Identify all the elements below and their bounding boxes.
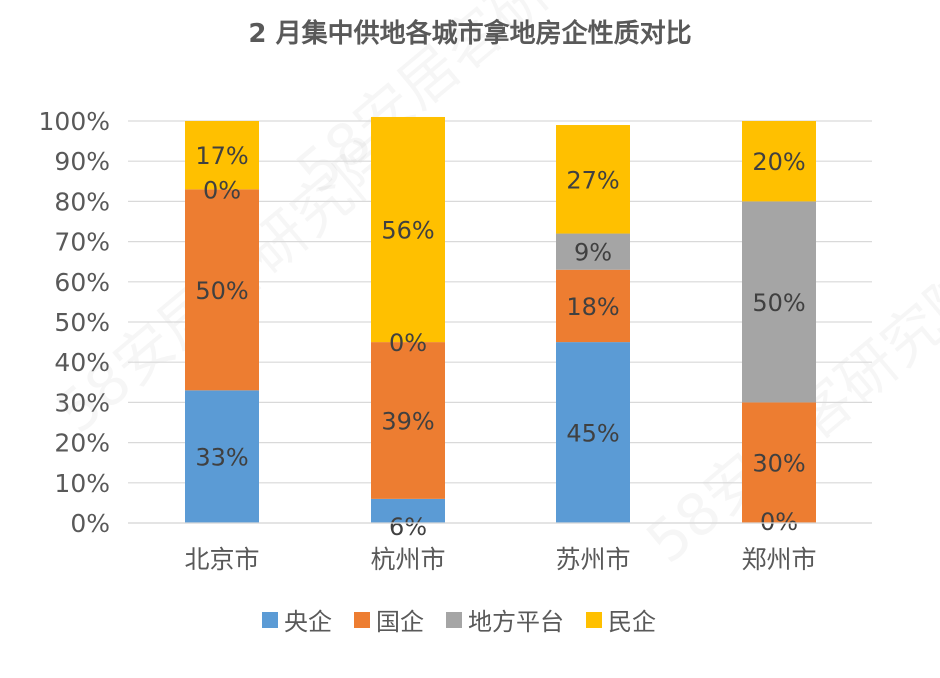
data-label: 6% <box>389 513 427 541</box>
y-tick-label: 60% <box>54 268 110 297</box>
legend-label: 民企 <box>608 608 656 636</box>
legend-swatch-1 <box>354 612 370 628</box>
data-label: 17% <box>195 142 248 170</box>
data-label: 30% <box>752 450 805 478</box>
data-label-extra-0: 0% <box>760 508 798 536</box>
bar-1-2 <box>556 269 630 343</box>
bar-2-3 <box>742 201 816 403</box>
data-labels: 33% 50% 0% 17% 6% 39% 0% 56% 45% 18% 9% 27% 30% 50% 20… <box>195 142 805 541</box>
data-label: 45% <box>566 420 619 448</box>
legend: 央企 国企 地方平台 民企 <box>262 608 656 636</box>
y-tick-label: 10% <box>54 469 110 498</box>
bar-3-3 <box>742 121 816 202</box>
bar-1-3 <box>742 402 816 523</box>
y-tick-label: 40% <box>54 348 110 377</box>
data-label: 33% <box>195 444 248 472</box>
legend-label: 国企 <box>376 608 424 636</box>
bars <box>185 116 816 523</box>
y-tick-label: 70% <box>54 228 110 257</box>
x-tick-label: 苏州市 <box>555 545 630 574</box>
y-tick-label: 0% <box>70 509 110 538</box>
bar-0-0 <box>185 390 259 523</box>
data-label: 0% <box>203 176 241 204</box>
x-tick-label: 北京市 <box>184 545 259 574</box>
y-tick-label: 100% <box>39 107 110 136</box>
data-label: 9% <box>574 239 612 267</box>
data-label: 56% <box>381 217 434 245</box>
legend-swatch-2 <box>446 612 462 628</box>
y-tick-label: 80% <box>54 187 110 216</box>
chart-title: 2 月集中供地各城市拿地房企性质对比 <box>248 18 691 49</box>
data-label: 39% <box>381 407 434 435</box>
y-tick-label: 90% <box>54 147 110 176</box>
data-label: 18% <box>566 293 619 321</box>
bar-1-1 <box>371 342 445 499</box>
data-label: 50% <box>752 289 805 317</box>
data-label: 27% <box>566 166 619 194</box>
bar-3-0 <box>185 121 259 190</box>
x-tick-label: 郑州市 <box>741 545 816 574</box>
y-tick-label: 50% <box>54 308 110 337</box>
x-axis-ticks: 北京市 杭州市 苏州市 郑州市 <box>128 522 872 574</box>
bar-0-2 <box>556 342 630 523</box>
bar-2-2 <box>556 233 630 270</box>
y-axis-ticks: 0% 10% 20% 30% 40% 50% 60% 70% 80% 90% 100% <box>39 107 110 538</box>
legend-swatch-0 <box>262 612 278 628</box>
legend-swatch-3 <box>586 612 602 628</box>
bar-0-1 <box>371 498 445 523</box>
data-label: 20% <box>752 148 805 176</box>
y-tick-label: 20% <box>54 429 110 458</box>
legend-label: 央企 <box>284 608 332 636</box>
bar-1-0 <box>185 189 259 391</box>
data-label: 50% <box>195 277 248 305</box>
bar-3-1 <box>371 116 445 343</box>
y-tick-label: 30% <box>54 388 110 417</box>
bar-3-2 <box>556 125 630 234</box>
legend-label: 地方平台 <box>468 608 564 636</box>
data-label: 0% <box>389 329 427 357</box>
x-tick-label: 杭州市 <box>370 545 445 574</box>
